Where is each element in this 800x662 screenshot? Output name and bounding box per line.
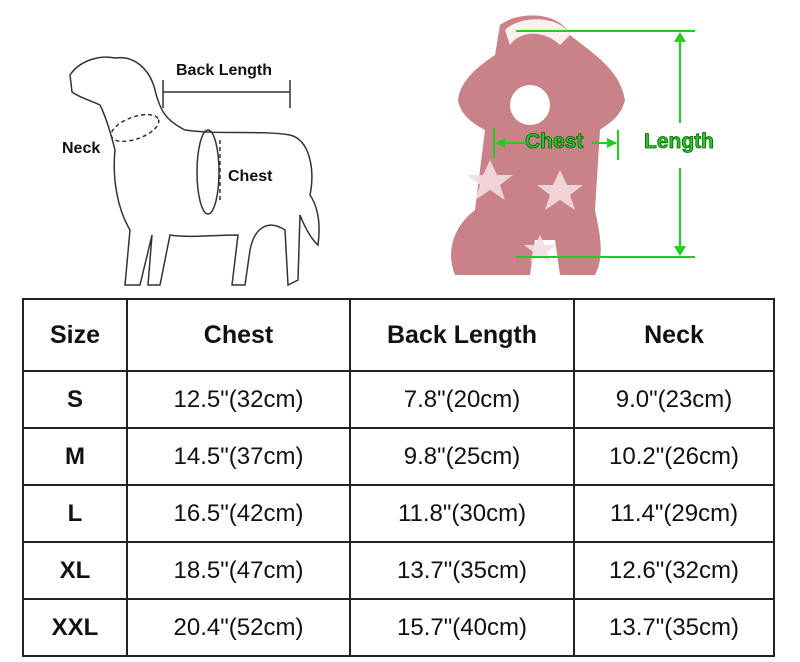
table-row: S 12.5"(32cm) 7.8"(20cm) 9.0"(23cm) [22, 370, 775, 429]
chest-cell: 20.4"(52cm) [126, 598, 351, 657]
chest-cell: 16.5"(42cm) [126, 484, 351, 543]
size-cell: M [22, 427, 128, 486]
neck-label: Neck [62, 140, 101, 157]
garment-chest-label: Chest [525, 130, 584, 154]
size-cell: XL [22, 541, 128, 600]
size-cell: XXL [22, 598, 128, 657]
dog-outline-icon [69, 56, 320, 287]
header-chest: Chest [126, 298, 351, 372]
size-cell: L [22, 484, 128, 543]
neck-cell: 10.2"(26cm) [573, 427, 775, 486]
neck-cell: 9.0"(23cm) [573, 370, 775, 429]
chest-cell: 14.5"(37cm) [126, 427, 351, 486]
header-neck: Neck [573, 298, 775, 372]
table-row: L 16.5"(42cm) 11.8"(30cm) 11.4"(29cm) [22, 484, 775, 543]
neck-cell: 13.7"(35cm) [573, 598, 775, 657]
table-row: XXL 20.4"(52cm) 15.7"(40cm) 13.7"(35cm) [22, 598, 775, 657]
back-length-cell: 7.8"(20cm) [349, 370, 575, 429]
garment-measurement-diagram: Chest Length [420, 0, 750, 290]
header-size: Size [22, 298, 128, 372]
table-row: M 14.5"(37cm) 9.8"(25cm) 10.2"(26cm) [22, 427, 775, 486]
header-back-length: Back Length [349, 298, 575, 372]
pet-jumpsuit-image [451, 15, 695, 276]
back-length-cell: 13.7"(35cm) [349, 541, 575, 600]
neck-cell: 11.4"(29cm) [573, 484, 775, 543]
neck-cell: 12.6"(32cm) [573, 541, 775, 600]
chest-cell: 18.5"(47cm) [126, 541, 351, 600]
back-length-cell: 9.8"(25cm) [349, 427, 575, 486]
size-chart-table: Size Chest Back Length Neck S 12.5"(32cm… [22, 298, 775, 657]
size-cell: S [22, 370, 128, 429]
chest-cell: 12.5"(32cm) [126, 370, 351, 429]
table-row: XL 18.5"(47cm) 13.7"(35cm) 12.6"(32cm) [22, 541, 775, 600]
dog-measurement-diagram: Back Length Neck Chest [0, 0, 400, 295]
table-header-row: Size Chest Back Length Neck [22, 298, 775, 372]
back-length-cell: 11.8"(30cm) [349, 484, 575, 543]
garment-length-label: Length [644, 130, 715, 154]
chest-label: Chest [228, 168, 273, 185]
back-length-cell: 15.7"(40cm) [349, 598, 575, 657]
back-length-label: Back Length [176, 62, 273, 79]
